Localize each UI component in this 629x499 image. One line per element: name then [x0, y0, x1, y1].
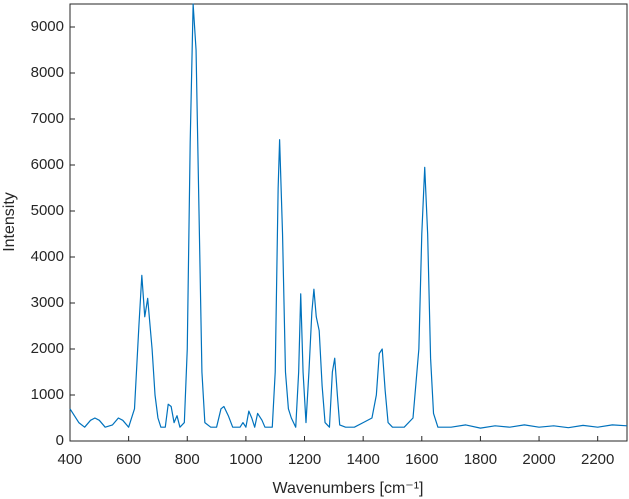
x-tick-label: 1800 [464, 451, 497, 468]
y-tick-label: 7000 [31, 110, 64, 127]
y-tick-label: 9000 [31, 18, 64, 35]
y-tick-label: 1000 [31, 386, 64, 403]
x-tick-label: 1000 [229, 451, 262, 468]
x-tick-label: 1400 [346, 451, 379, 468]
data-line [69, 3, 628, 429]
x-tick-label: 800 [175, 451, 200, 468]
y-tick-label: 6000 [31, 156, 64, 173]
y-tick-label: 8000 [31, 64, 64, 81]
x-tick-label: 2200 [581, 451, 614, 468]
x-tick-label: 1600 [405, 451, 438, 468]
x-axis-label: Wavenumbers [cm⁻¹] [273, 480, 424, 497]
y-tick-label: 2000 [31, 340, 64, 357]
x-tick-label: 600 [116, 451, 141, 468]
plot-frame [69, 3, 628, 442]
y-tick-label: 3000 [31, 294, 64, 311]
y-axis-label: Intensity [1, 192, 18, 252]
y-tick-label: 4000 [31, 248, 64, 265]
x-tick-label: 400 [57, 451, 82, 468]
x-tick-label: 2000 [522, 451, 555, 468]
y-tick-label: 0 [56, 432, 64, 449]
y-tick-label: 5000 [31, 202, 64, 219]
x-tick-label: 1200 [288, 451, 321, 468]
